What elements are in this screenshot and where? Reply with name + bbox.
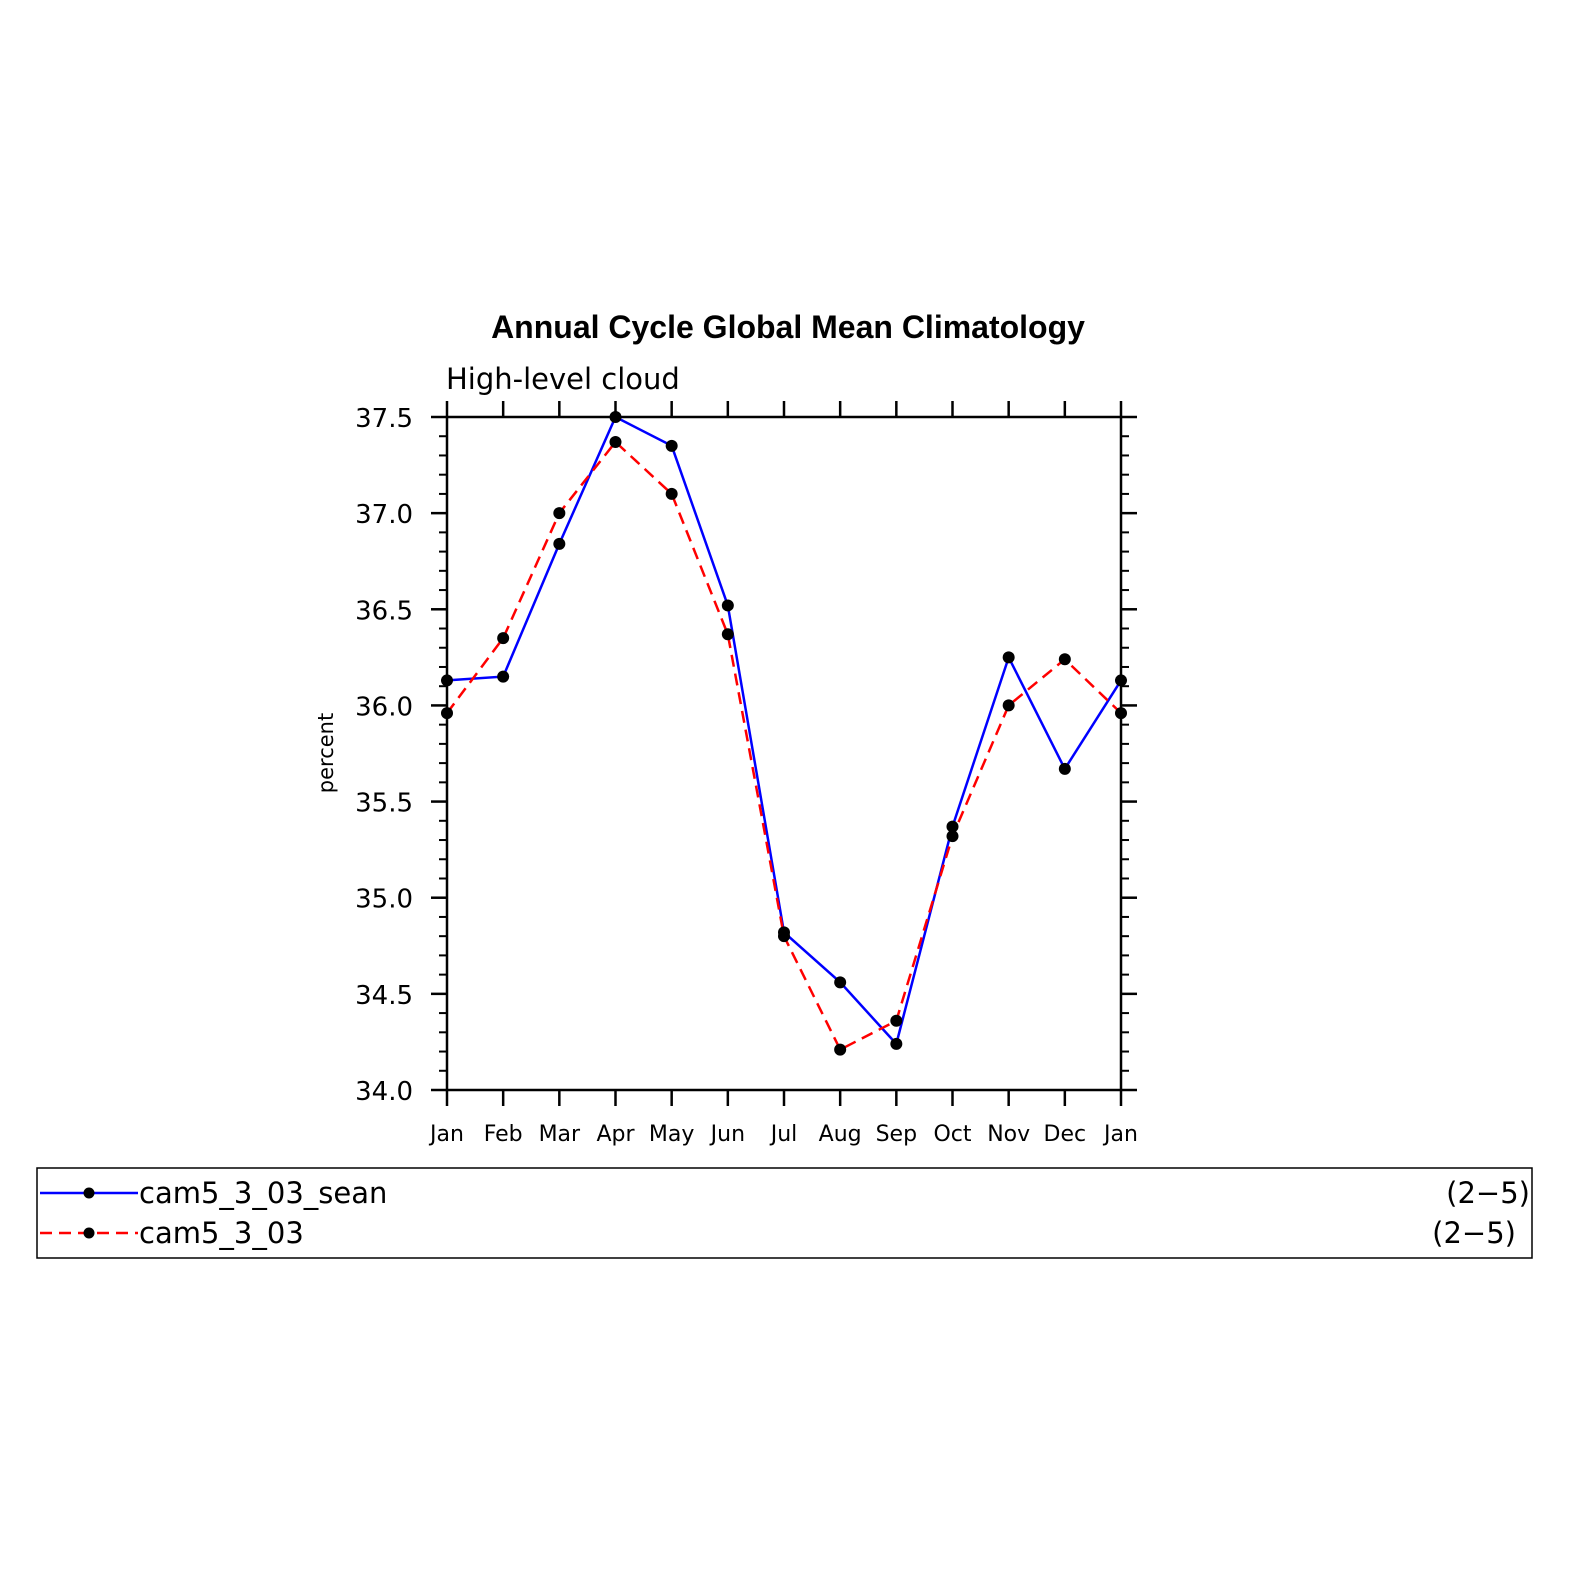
series-1-point <box>946 820 959 833</box>
series-1-point <box>834 976 847 989</box>
series-1-point <box>1115 674 1127 687</box>
chart-title: Annual Cycle Global Mean Climatology <box>491 309 1085 345</box>
x-tick-label: Oct <box>933 1122 971 1147</box>
x-tick-label: Apr <box>596 1122 635 1147</box>
x-tick-label: May <box>649 1122 694 1147</box>
series-1-point <box>1058 762 1071 775</box>
x-tick-label: Mar <box>539 1122 581 1147</box>
series-2-point <box>609 435 622 448</box>
y-tick-label: 35.5 <box>355 789 413 819</box>
series-1-point <box>553 537 566 550</box>
legend-marker-series-2 <box>83 1227 95 1239</box>
series-1-point <box>665 439 678 452</box>
x-tick-label: Nov <box>987 1122 1030 1147</box>
series-line-2 <box>445 440 1122 1052</box>
series-1-point <box>609 411 622 423</box>
series-1-point <box>497 670 510 683</box>
series-2-point <box>946 830 959 843</box>
x-tick-label: Jan <box>428 1122 464 1147</box>
x-tick-label: Jul <box>769 1122 798 1147</box>
series-2-point <box>778 930 790 943</box>
legend-label-series-2: cam5_3_03 <box>139 1216 304 1250</box>
legend-label-series-1: cam5_3_03_sean <box>139 1176 387 1210</box>
legend-range-series-1: (2−5) <box>1446 1176 1530 1210</box>
series-1-point <box>721 599 734 612</box>
series-2-point <box>497 632 510 645</box>
y-tick-label: 36.5 <box>355 596 413 626</box>
legend: cam5_3_03_sean (2−5) cam5_3_03 (2−5) <box>36 1167 1533 1259</box>
axes: 34.0 34.5 35.0 35.5 36.0 36.5 37.0 37.5 Jan Feb Ma… <box>355 401 1138 1147</box>
series-2-point <box>1115 707 1127 720</box>
x-tick-label: Aug <box>819 1122 862 1147</box>
series-2-point <box>441 707 453 720</box>
legend-range-series-2: (2−5) <box>1432 1216 1516 1250</box>
series-line-1 <box>446 415 1123 1047</box>
series-1-point <box>441 674 453 687</box>
series-2-point <box>665 487 678 500</box>
series-2-point <box>721 628 734 641</box>
legend-frame <box>36 1167 1533 1259</box>
x-tick-label: Jun <box>709 1122 745 1147</box>
series-2-point <box>1058 653 1071 666</box>
x-tick-label: Jan <box>1102 1122 1138 1147</box>
series-layer <box>441 411 1127 1056</box>
x-tick-label: Sep <box>876 1122 917 1147</box>
series-2-point <box>890 1014 903 1027</box>
y-tick-label: 34.5 <box>355 981 413 1011</box>
y-axis-label: percent <box>314 713 338 793</box>
plot-frame <box>445 415 1123 1092</box>
series-1-point <box>890 1037 903 1050</box>
series-2-point <box>553 507 566 520</box>
chart-subtitle: High-level cloud <box>446 362 680 396</box>
series-1-point <box>1002 651 1015 664</box>
y-tick-label: 35.0 <box>355 885 413 915</box>
x-tick-label: Dec <box>1044 1122 1087 1147</box>
y-tick-label: 36.0 <box>355 692 413 722</box>
y-tick-label: 34.0 <box>355 1077 413 1107</box>
x-tick-label: Feb <box>484 1122 523 1147</box>
series-2-point <box>1002 699 1015 712</box>
y-tick-label: 37.5 <box>355 404 413 434</box>
series-2-point <box>834 1043 847 1056</box>
legend-marker-series-1 <box>83 1187 95 1199</box>
y-tick-label: 37.0 <box>355 500 413 530</box>
